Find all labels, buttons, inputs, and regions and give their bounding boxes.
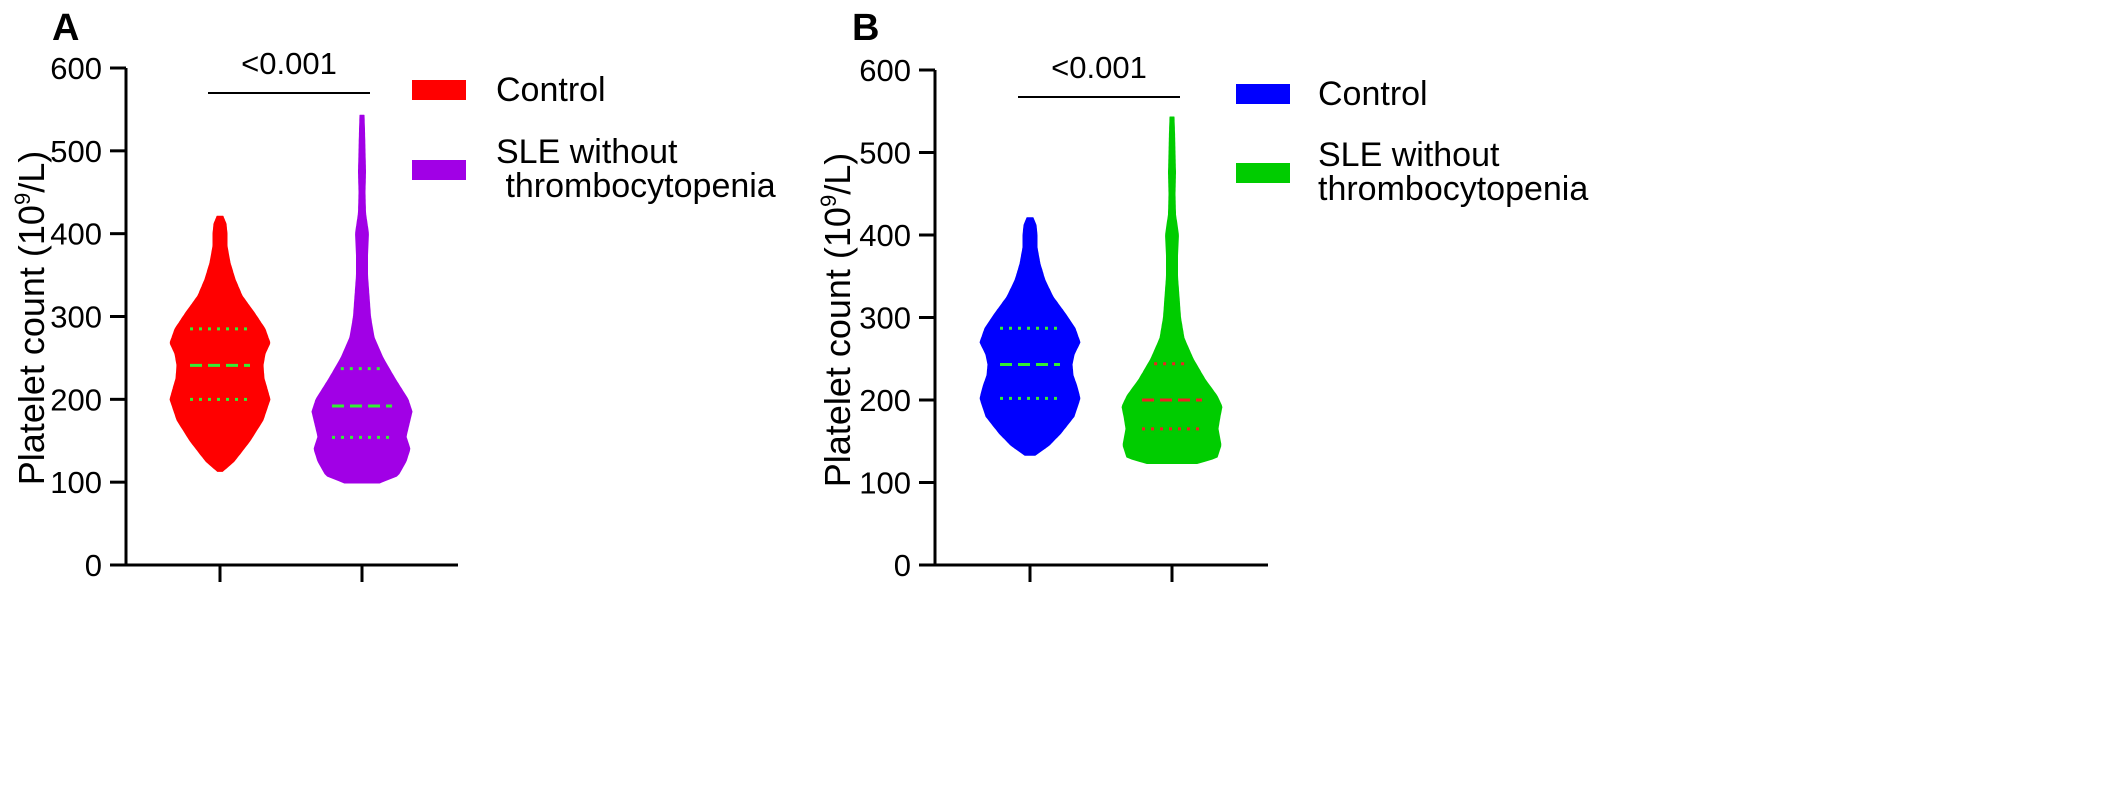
- y-tick-label: 300: [859, 301, 911, 336]
- panel-label: A: [52, 7, 79, 49]
- violin-sle: [1121, 116, 1223, 464]
- legend-swatch-sle: [412, 160, 466, 180]
- legend-label-sle-line-1: SLE without: [1318, 136, 1500, 174]
- panel-label: B: [852, 7, 879, 49]
- y-tick-label: 0: [85, 548, 102, 583]
- y-tick-label: 300: [50, 300, 102, 335]
- y-tick-label: 100: [50, 465, 102, 500]
- y-tick-label: 100: [859, 466, 911, 501]
- violin-control: [169, 215, 271, 472]
- violin-group: [979, 116, 1223, 464]
- legend-label-control: Control: [1318, 75, 1428, 113]
- panel-b: B Platelet count (109/L) 0 100 200 300 400 50…: [816, 7, 1588, 583]
- violin-sle: [311, 114, 413, 484]
- significance-label: <0.001: [1051, 50, 1147, 85]
- y-axis-title: Platelet count (109/L): [10, 151, 52, 485]
- legend: Control SLE without thrombocytopenia: [1236, 75, 1588, 208]
- y-tick-label: 500: [50, 134, 102, 169]
- y-tick-label: 400: [859, 218, 911, 253]
- y-axis-title: Platelet count (109/L): [816, 153, 858, 487]
- violin-control: [979, 217, 1081, 456]
- legend-swatch-control: [1236, 84, 1290, 104]
- legend-label-sle-line-2: thrombocytopenia: [496, 167, 776, 205]
- legend-label-control: Control: [496, 71, 606, 109]
- legend-swatch-control: [412, 80, 466, 100]
- y-tick-label: 400: [50, 217, 102, 252]
- y-axis-ticks: 0 100 200 300 400 500 600: [50, 51, 126, 583]
- y-tick-label: 600: [50, 51, 102, 86]
- y-tick-label: 200: [859, 383, 911, 418]
- violin-group: [169, 114, 413, 484]
- panel-a: A Platelet count (109/L) 0 100 200 300 400 50…: [10, 7, 776, 583]
- y-tick-label: 600: [859, 53, 911, 88]
- y-axis-ticks: 0 100 200 300 400 500 600: [859, 53, 935, 583]
- legend: Control SLE without thrombocytopenia: [412, 71, 776, 205]
- legend-label-sle-line-2: thrombocytopenia: [1318, 170, 1588, 208]
- legend-swatch-sle: [1236, 163, 1290, 183]
- legend-label-sle-line-1: SLE without: [496, 133, 678, 171]
- significance-label: <0.001: [241, 46, 337, 81]
- y-tick-label: 500: [859, 136, 911, 171]
- y-tick-label: 0: [894, 548, 911, 583]
- y-tick-label: 200: [50, 382, 102, 417]
